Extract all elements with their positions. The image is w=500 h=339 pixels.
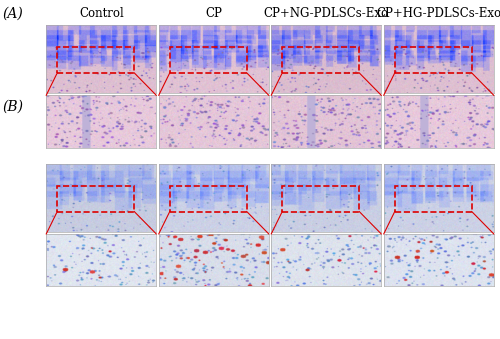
Bar	[170, 47, 247, 73]
Bar	[282, 47, 359, 73]
Bar	[170, 186, 247, 212]
Bar	[57, 186, 134, 212]
Bar	[57, 47, 134, 73]
Text: CP: CP	[206, 7, 222, 20]
Bar	[282, 186, 359, 212]
Text: (A): (A)	[2, 6, 23, 20]
Bar	[395, 186, 471, 212]
Text: CP+HG-PDLSCs-Exo: CP+HG-PDLSCs-Exo	[376, 7, 500, 20]
Text: (B): (B)	[2, 99, 24, 114]
Text: Control: Control	[79, 7, 124, 20]
Text: CP+NG-PDLSCs-Exo: CP+NG-PDLSCs-Exo	[264, 7, 389, 20]
Bar	[395, 47, 471, 73]
